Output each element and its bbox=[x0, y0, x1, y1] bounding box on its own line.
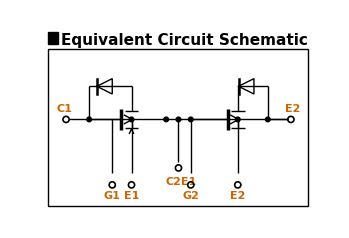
Circle shape bbox=[188, 117, 193, 122]
Circle shape bbox=[164, 117, 169, 122]
Text: E1: E1 bbox=[124, 191, 139, 201]
Circle shape bbox=[87, 117, 91, 122]
Circle shape bbox=[236, 117, 240, 122]
Text: G2: G2 bbox=[183, 191, 199, 201]
Text: Equivalent Circuit Schematic: Equivalent Circuit Schematic bbox=[61, 33, 308, 48]
Circle shape bbox=[176, 117, 181, 122]
Text: C2E1: C2E1 bbox=[166, 177, 197, 187]
Bar bbox=[47, 49, 308, 206]
Bar bbox=[47, 32, 58, 44]
Text: E2: E2 bbox=[230, 191, 245, 201]
Circle shape bbox=[266, 117, 270, 122]
Text: G1: G1 bbox=[104, 191, 121, 201]
Text: E2: E2 bbox=[285, 104, 300, 114]
Text: C1: C1 bbox=[57, 104, 73, 114]
Circle shape bbox=[129, 117, 134, 122]
